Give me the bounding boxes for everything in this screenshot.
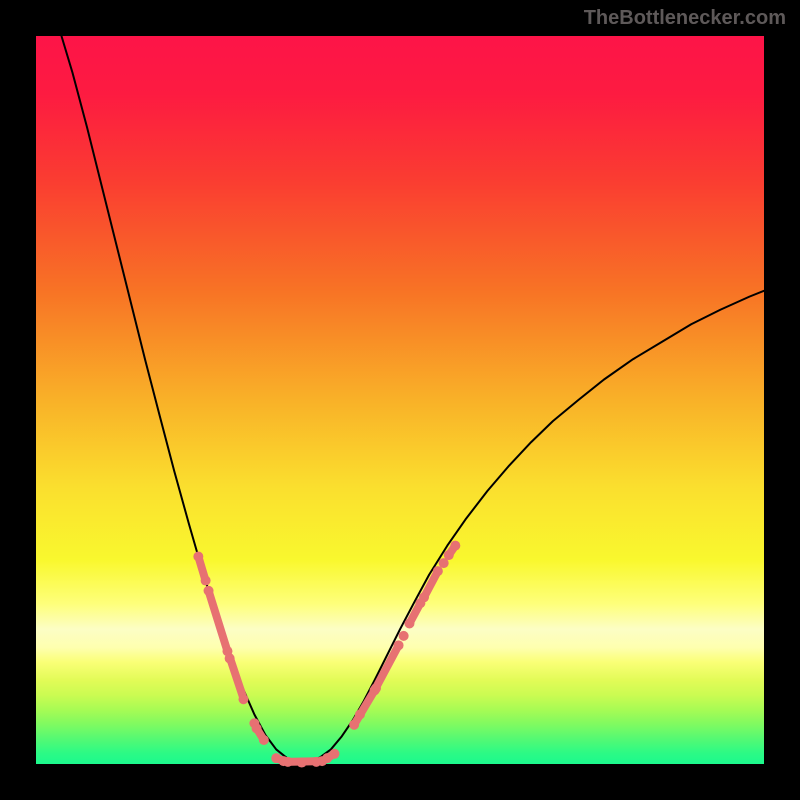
decor-right-segment <box>354 690 374 724</box>
decor-right-dot <box>371 683 381 693</box>
decor-right-dot <box>450 541 460 551</box>
decor-left-dot <box>201 576 211 586</box>
decor-bottom-dot <box>297 758 307 768</box>
decor-bottom-dot <box>329 749 339 759</box>
decor-left-dot <box>225 653 235 663</box>
decor-right-dot <box>355 709 365 719</box>
decor-right-dot <box>394 640 404 650</box>
decor-right-segment <box>375 645 398 689</box>
chart-stage: TheBottlenecker.com <box>0 0 800 800</box>
decor-left-dot <box>259 735 269 745</box>
decor-left-dot <box>252 723 262 733</box>
chart-svg <box>36 36 764 764</box>
decor-right-dot <box>419 592 429 602</box>
plot-area <box>36 36 764 764</box>
decor-bottom-dot <box>283 757 293 767</box>
decor-right-dot <box>404 618 414 628</box>
watermark-text: TheBottlenecker.com <box>584 7 786 30</box>
decor-right-dot <box>399 631 409 641</box>
decor-right-dot <box>444 550 454 560</box>
main-curve <box>61 36 764 762</box>
decor-right-dot <box>433 566 443 576</box>
decor-left-dot <box>193 552 203 562</box>
decor-left-dot <box>204 586 214 596</box>
decor-left-segment <box>230 657 244 698</box>
decor-left-dot <box>238 694 248 704</box>
decor-left-segment <box>209 591 227 649</box>
decor-right-dot <box>349 720 359 730</box>
